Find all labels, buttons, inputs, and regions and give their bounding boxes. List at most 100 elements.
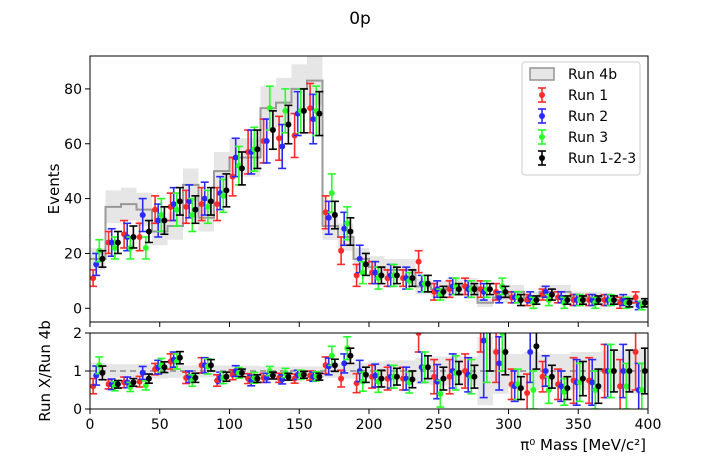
data-point bbox=[530, 387, 537, 393]
data-point bbox=[189, 212, 196, 219]
data-point bbox=[347, 228, 354, 235]
legend-label: Run 2 bbox=[568, 109, 608, 125]
data-point bbox=[158, 212, 165, 219]
y-tick-label: 0 bbox=[73, 301, 82, 317]
data-point bbox=[282, 107, 289, 114]
top-y-ticks: 0 20 40 60 80 bbox=[64, 82, 90, 317]
data-point bbox=[136, 233, 143, 240]
data-point bbox=[155, 217, 162, 224]
data-point bbox=[328, 352, 335, 359]
data-point bbox=[316, 110, 323, 117]
data-point bbox=[161, 217, 168, 224]
data-point bbox=[486, 286, 493, 293]
data-point bbox=[620, 368, 627, 374]
data-point bbox=[201, 195, 208, 202]
data-point bbox=[471, 373, 478, 380]
top-plot-area bbox=[90, 56, 648, 311]
x-axis-label: π⁰ Mass [MeV/c²] bbox=[520, 436, 646, 454]
data-point bbox=[393, 373, 400, 380]
x-tick-label: 100 bbox=[216, 417, 243, 433]
data-point bbox=[145, 375, 152, 382]
data-point bbox=[542, 288, 549, 295]
data-point bbox=[424, 280, 431, 287]
data-point bbox=[527, 349, 534, 355]
data-point bbox=[610, 368, 617, 374]
x-tick-label: 350 bbox=[565, 417, 592, 433]
data-point bbox=[446, 373, 453, 380]
data-point bbox=[161, 364, 168, 371]
data-point bbox=[595, 383, 602, 390]
legend-marker bbox=[539, 92, 545, 98]
data-point bbox=[415, 333, 422, 336]
data-point bbox=[276, 135, 283, 142]
data-point bbox=[638, 387, 645, 393]
data-point bbox=[517, 385, 524, 392]
data-point bbox=[207, 362, 214, 369]
data-point bbox=[316, 373, 323, 380]
data-point bbox=[548, 291, 555, 298]
ratio-series-3 bbox=[98, 333, 648, 405]
top-y-axis-label: Events bbox=[45, 163, 63, 214]
legend-marker bbox=[539, 134, 545, 140]
x-tick-label: 0 bbox=[86, 417, 95, 433]
data-point bbox=[533, 343, 540, 350]
data-point bbox=[341, 225, 348, 232]
data-point bbox=[152, 206, 159, 213]
data-point bbox=[372, 269, 379, 276]
data-point bbox=[610, 297, 617, 304]
data-point bbox=[409, 275, 416, 282]
data-point bbox=[142, 244, 149, 251]
data-point bbox=[114, 381, 121, 388]
data-point bbox=[90, 275, 97, 282]
y-tick-label: 0 bbox=[73, 402, 82, 418]
data-point bbox=[173, 206, 180, 213]
data-point bbox=[517, 297, 524, 304]
data-point bbox=[434, 378, 441, 385]
data-point bbox=[455, 369, 462, 376]
data-point bbox=[632, 294, 639, 301]
data-point bbox=[502, 349, 509, 355]
x-tick-label: 300 bbox=[495, 417, 522, 433]
data-point bbox=[279, 143, 286, 150]
data-point bbox=[300, 371, 307, 378]
data-point bbox=[356, 255, 363, 262]
data-point bbox=[496, 294, 503, 301]
data-point bbox=[480, 337, 487, 344]
data-point bbox=[111, 244, 118, 251]
data-point bbox=[626, 368, 633, 374]
data-point bbox=[130, 233, 137, 240]
legend-label: Run 1-2-3 bbox=[568, 151, 636, 167]
data-point bbox=[496, 360, 503, 367]
data-point bbox=[310, 116, 317, 123]
data-point bbox=[424, 364, 431, 371]
data-point bbox=[595, 297, 602, 304]
data-point bbox=[139, 212, 146, 219]
data-point bbox=[409, 376, 416, 383]
data-point bbox=[285, 121, 292, 128]
data-point bbox=[617, 383, 624, 390]
data-point bbox=[347, 352, 354, 359]
data-point bbox=[641, 368, 648, 374]
legend-swatch bbox=[529, 67, 555, 81]
data-point bbox=[232, 154, 239, 161]
data-point bbox=[493, 349, 500, 355]
data-point bbox=[641, 299, 648, 306]
data-point bbox=[90, 383, 97, 390]
data-point bbox=[214, 201, 221, 208]
bottom-plot-area bbox=[90, 333, 648, 409]
data-point bbox=[564, 297, 571, 304]
y-tick-label: 1 bbox=[73, 364, 82, 380]
data-point bbox=[254, 375, 261, 382]
data-point bbox=[300, 107, 307, 114]
data-point bbox=[359, 269, 366, 276]
data-point bbox=[440, 375, 447, 382]
data-point bbox=[307, 105, 314, 112]
data-point bbox=[539, 373, 546, 380]
data-point bbox=[192, 206, 199, 213]
data-point bbox=[393, 272, 400, 279]
data-point bbox=[372, 372, 379, 379]
data-point bbox=[223, 187, 230, 194]
data-point bbox=[362, 371, 369, 378]
